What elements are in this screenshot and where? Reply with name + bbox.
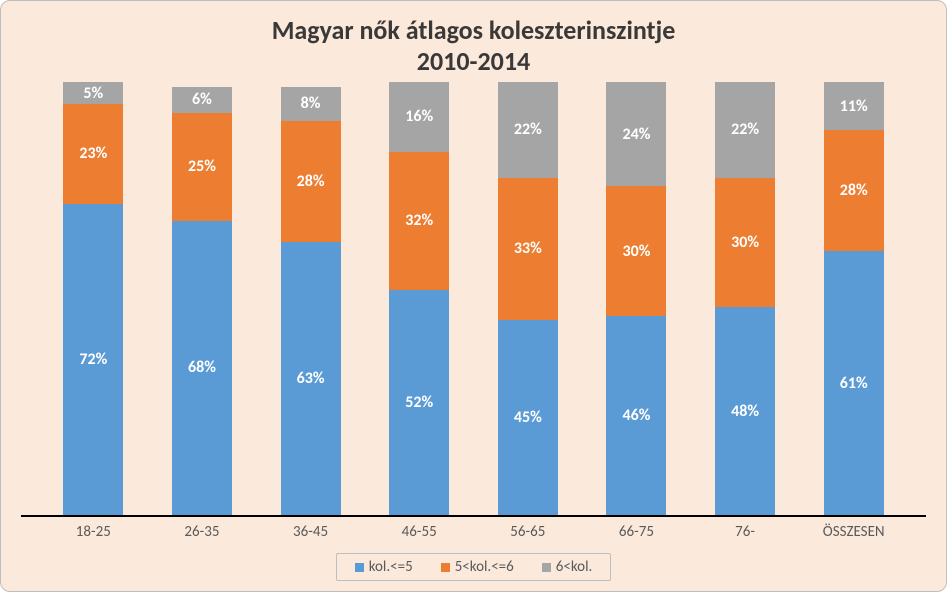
bar-segment-s1: 68%	[172, 221, 232, 515]
bar-segment-s1: 61%	[824, 251, 884, 515]
bar-segment-label: 45%	[514, 408, 542, 427]
x-tick: 26-35	[148, 523, 257, 541]
bar-segment-label: 8%	[301, 94, 321, 113]
plot-wrap: 5% 23% 72% 6% 25% 68% 8% 28% 63% 16% 32% 52% 22% 33% 4…	[21, 82, 926, 581]
bar-segment-label: 16%	[405, 107, 433, 126]
bar-segment-label: 30%	[731, 233, 759, 252]
legend-item: 6<kol.	[542, 558, 593, 576]
bar-stack: 6% 25% 68%	[172, 87, 232, 515]
bar-segment-s1: 52%	[389, 290, 449, 515]
bar-segment-label: 24%	[622, 125, 650, 144]
legend: kol.<=5 5<kol.<=6 6<kol.	[336, 553, 612, 581]
legend-label: 6<kol.	[556, 558, 593, 576]
bar-segment-s1: 45%	[498, 320, 558, 515]
bar-segment-label: 46%	[622, 406, 650, 425]
bar-segment-s3: 6%	[172, 87, 232, 113]
bar-segment-s3: 8%	[281, 87, 341, 122]
legend-swatch	[542, 563, 551, 572]
bar-stack: 8% 28% 63%	[281, 87, 341, 515]
bar-segment-label: 22%	[731, 120, 759, 139]
legend-swatch	[355, 563, 364, 572]
x-tick: 36-45	[256, 523, 365, 541]
bar-segment-label: 28%	[840, 181, 868, 200]
legend-label: kol.<=5	[369, 558, 413, 576]
x-tick: 66-75	[582, 523, 691, 541]
bar-segment-label: 28%	[297, 172, 325, 191]
chart-title: Magyar nők átlagos koleszterinszintje 20…	[21, 15, 926, 76]
bar-column: 24% 30% 46%	[582, 82, 691, 515]
bar-segment-label: 48%	[731, 402, 759, 421]
legend-swatch	[441, 563, 450, 572]
bar-segment-s3: 16%	[389, 82, 449, 151]
bar-segment-label: 63%	[297, 369, 325, 388]
bar-stack: 22% 30% 48%	[715, 82, 775, 515]
bar-stack: 11% 28% 61%	[824, 82, 884, 515]
bar-segment-s2: 33%	[498, 178, 558, 321]
bar-segment-label: 11%	[840, 97, 868, 116]
bar-segment-s3: 5%	[63, 82, 123, 104]
bar-segment-s1: 72%	[63, 204, 123, 516]
x-tick: 76-	[691, 523, 800, 541]
x-tick: ÖSSZESEN	[799, 523, 908, 541]
legend-item: 5<kol.<=6	[441, 558, 514, 576]
bar-segment-label: 23%	[79, 144, 107, 163]
x-axis: 18-2526-3536-4546-5556-6566-7576-ÖSSZESE…	[21, 517, 926, 541]
bar-segment-s3: 22%	[715, 82, 775, 177]
bar-segment-s1: 48%	[715, 307, 775, 515]
bar-segment-label: 72%	[79, 350, 107, 369]
x-tick: 56-65	[474, 523, 583, 541]
bar-segment-label: 25%	[188, 157, 216, 176]
bar-segment-s2: 28%	[824, 130, 884, 251]
legend-item: kol.<=5	[355, 558, 413, 576]
bar-column: 22% 33% 45%	[474, 82, 583, 515]
bar-segment-s1: 63%	[281, 242, 341, 515]
bar-segment-s2: 30%	[715, 178, 775, 308]
bar-segment-s3: 24%	[606, 82, 666, 186]
bar-segment-label: 68%	[188, 358, 216, 377]
chart-title-line2: 2010-2014	[21, 46, 926, 77]
bar-column: 22% 30% 48%	[691, 82, 800, 515]
bar-segment-label: 33%	[514, 239, 542, 258]
bar-segment-label: 6%	[192, 90, 212, 109]
plot-area: 5% 23% 72% 6% 25% 68% 8% 28% 63% 16% 32% 52% 22% 33% 4…	[21, 82, 926, 517]
bar-stack: 16% 32% 52%	[389, 82, 449, 515]
bar-column: 8% 28% 63%	[256, 82, 365, 515]
bar-column: 11% 28% 61%	[799, 82, 908, 515]
bar-segment-s2: 23%	[63, 104, 123, 204]
bar-segment-s2: 28%	[281, 121, 341, 242]
bar-column: 5% 23% 72%	[39, 82, 148, 515]
bar-stack: 24% 30% 46%	[606, 82, 666, 515]
bar-segment-s1: 46%	[606, 316, 666, 515]
bar-segment-label: 5%	[83, 84, 103, 103]
x-tick: 18-25	[39, 523, 148, 541]
bar-segment-s3: 11%	[824, 82, 884, 130]
legend-label: 5<kol.<=6	[455, 558, 514, 576]
bar-segment-s2: 25%	[172, 113, 232, 221]
bar-segment-label: 22%	[514, 120, 542, 139]
x-tick: 46-55	[365, 523, 474, 541]
chart-title-line1: Magyar nők átlagos koleszterinszintje	[21, 15, 926, 46]
bar-segment-s3: 22%	[498, 82, 558, 177]
bar-segment-label: 52%	[405, 393, 433, 412]
bar-segment-s2: 30%	[606, 186, 666, 316]
bar-column: 6% 25% 68%	[148, 82, 257, 515]
bar-segment-label: 32%	[405, 211, 433, 230]
bar-stack: 5% 23% 72%	[63, 82, 123, 515]
bar-segment-s2: 32%	[389, 152, 449, 290]
bar-stack: 22% 33% 45%	[498, 82, 558, 515]
bar-column: 16% 32% 52%	[365, 82, 474, 515]
bar-segment-label: 30%	[622, 242, 650, 261]
chart-frame: Magyar nők átlagos koleszterinszintje 20…	[0, 0, 947, 592]
bar-segment-label: 61%	[840, 374, 868, 393]
